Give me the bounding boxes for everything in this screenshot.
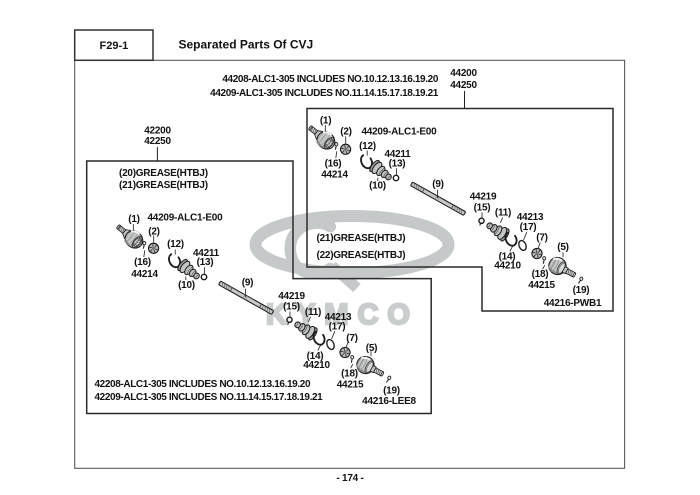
svg-text:44215: 44215 [528,280,555,291]
svg-text:(22)GREASE(HTBJ): (22)GREASE(HTBJ) [317,250,406,261]
svg-text:(10): (10) [178,280,195,291]
svg-text:(9): (9) [432,179,443,190]
svg-text:44211: 44211 [193,248,220,259]
svg-text:(7): (7) [536,233,547,244]
svg-text:(1): (1) [128,214,139,225]
svg-text:(16): (16) [325,159,342,170]
svg-text:(15): (15) [474,203,491,214]
svg-text:(5): (5) [557,242,568,253]
svg-text:(11): (11) [495,208,511,219]
svg-text:(7): (7) [346,333,357,344]
svg-text:Separated Parts Of CVJ: Separated Parts Of CVJ [179,38,314,52]
svg-text:44200: 44200 [450,68,477,79]
svg-text:(2): (2) [148,227,159,238]
svg-text:(18): (18) [532,269,549,280]
svg-text:- 174 -: - 174 - [336,473,363,484]
svg-text:44209-ALC1-305 INCLUDES NO.11.: 44209-ALC1-305 INCLUDES NO.11.14.15.17.1… [210,88,439,99]
svg-text:42250: 42250 [144,136,171,147]
svg-text:42208-ALC1-305 INCLUDES NO.10.: 42208-ALC1-305 INCLUDES NO.10.12.13.16.1… [95,379,311,390]
svg-text:44216-PWB1: 44216-PWB1 [544,298,602,309]
svg-text:KYMCO: KYMCO [266,299,419,331]
svg-text:44213: 44213 [325,312,352,323]
svg-text:(14): (14) [499,252,516,263]
svg-text:44216-LEE8: 44216-LEE8 [362,396,416,407]
svg-text:44214: 44214 [321,170,348,181]
svg-text:(2): (2) [340,127,351,138]
svg-text:44214: 44214 [131,269,158,280]
svg-text:(17): (17) [329,322,346,333]
svg-text:(19): (19) [573,285,590,296]
svg-text:44250: 44250 [450,80,477,91]
svg-text:44209-ALC1-E00: 44209-ALC1-E00 [362,127,438,138]
svg-text:(14): (14) [307,351,324,362]
svg-text:(21)GREASE(HTBJ): (21)GREASE(HTBJ) [119,180,208,191]
svg-text:(19): (19) [383,386,400,397]
svg-text:(15): (15) [283,302,300,313]
svg-text:(18): (18) [341,369,358,380]
svg-text:F29-1: F29-1 [100,40,129,52]
svg-text:44209-ALC1-E00: 44209-ALC1-E00 [148,213,224,224]
svg-text:44213: 44213 [517,212,544,223]
svg-text:44219: 44219 [278,291,305,302]
svg-text:(9): (9) [242,278,253,289]
svg-text:(10): (10) [369,181,386,192]
svg-text:42200: 42200 [144,126,171,137]
svg-text:44210: 44210 [303,360,330,371]
svg-text:42209-ALC1-305 INCLUDES NO.11.: 42209-ALC1-305 INCLUDES NO.11.14.15.17.1… [95,392,324,403]
svg-text:(5): (5) [366,343,377,354]
svg-text:44208-ALC1-305 INCLUDES NO.10.: 44208-ALC1-305 INCLUDES NO.10.12.13.16.1… [222,74,438,85]
svg-text:(16): (16) [134,257,151,268]
svg-text:44211: 44211 [384,149,411,160]
svg-text:(12): (12) [167,239,184,250]
svg-text:(20)GREASE(HTBJ): (20)GREASE(HTBJ) [119,168,208,179]
svg-text:44219: 44219 [470,192,497,203]
svg-text:44210: 44210 [494,261,521,272]
svg-text:(21)GREASE(HTBJ): (21)GREASE(HTBJ) [317,233,406,244]
svg-text:(13): (13) [197,257,214,268]
svg-text:(17): (17) [520,222,537,233]
svg-text:44215: 44215 [337,380,364,391]
svg-text:(1): (1) [320,116,331,127]
svg-text:(12): (12) [359,141,376,152]
svg-text:(11): (11) [305,307,321,318]
svg-text:(13): (13) [389,159,406,170]
